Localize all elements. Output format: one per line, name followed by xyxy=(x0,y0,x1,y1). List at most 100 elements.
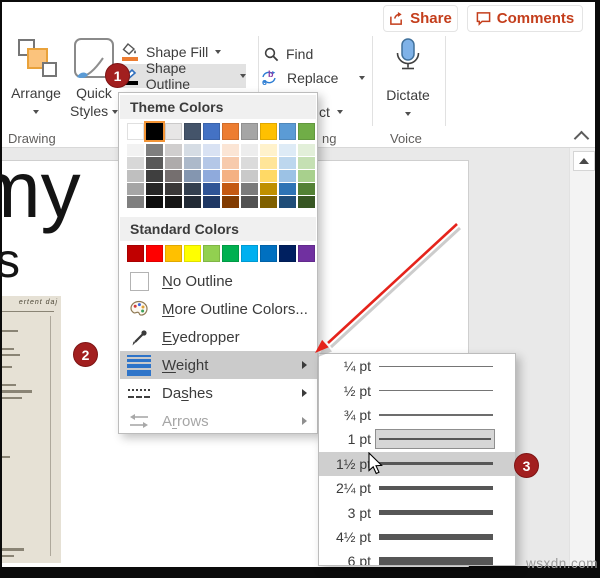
theme-color-variant-swatch[interactable] xyxy=(222,144,239,156)
theme-color-variant-swatch[interactable] xyxy=(279,183,296,195)
theme-color-variant-swatch[interactable] xyxy=(184,144,201,156)
theme-color-variant-swatch[interactable] xyxy=(184,157,201,169)
weight-option-label: ¾ pt xyxy=(343,406,371,423)
theme-color-variant-swatch[interactable] xyxy=(203,157,220,169)
theme-color-swatch[interactable] xyxy=(279,123,296,140)
theme-color-variant-swatch[interactable] xyxy=(203,170,220,182)
theme-color-variant-swatch[interactable] xyxy=(241,144,258,156)
theme-color-variant-swatch[interactable] xyxy=(298,170,315,182)
theme-color-variant-swatch[interactable] xyxy=(127,157,144,169)
theme-color-variant-swatch[interactable] xyxy=(146,170,163,182)
theme-color-variant-swatch[interactable] xyxy=(146,183,163,195)
weight-option[interactable]: ¼ pt xyxy=(319,354,515,378)
standard-color-swatch[interactable] xyxy=(298,245,315,262)
weight-option[interactable]: 3 pt xyxy=(319,500,515,524)
standard-color-swatch[interactable] xyxy=(184,245,201,262)
theme-color-variant-swatch[interactable] xyxy=(260,183,277,195)
weight-option-selected[interactable]: 1 pt xyxy=(319,427,515,451)
arrange-button[interactable]: Arrange xyxy=(6,84,66,120)
theme-color-variant-swatch[interactable] xyxy=(146,144,163,156)
theme-color-variant-swatch[interactable] xyxy=(279,144,296,156)
theme-color-variant-swatch[interactable] xyxy=(146,196,163,208)
theme-color-variant-swatch[interactable] xyxy=(165,144,182,156)
theme-color-variant-swatch[interactable] xyxy=(222,196,239,208)
theme-color-variant-swatch[interactable] xyxy=(127,196,144,208)
theme-color-variant-swatch[interactable] xyxy=(260,196,277,208)
weight-option-hovered[interactable]: 1½ pt xyxy=(319,451,515,476)
theme-color-variant-swatch[interactable] xyxy=(203,196,220,208)
theme-color-variant-swatch[interactable] xyxy=(203,144,220,156)
theme-color-swatch[interactable] xyxy=(203,123,220,140)
theme-color-swatch[interactable] xyxy=(127,123,144,140)
comments-button[interactable]: Comments xyxy=(467,5,583,32)
theme-color-variant-swatch[interactable] xyxy=(279,157,296,169)
theme-color-variant-swatch[interactable] xyxy=(241,157,258,169)
select-button-partial[interactable]: ct xyxy=(319,100,343,124)
standard-color-swatch[interactable] xyxy=(127,245,144,262)
find-button[interactable]: Find xyxy=(264,42,313,66)
theme-color-swatch[interactable] xyxy=(298,123,315,140)
theme-color-variant-swatch[interactable] xyxy=(298,183,315,195)
theme-color-variant-swatch[interactable] xyxy=(184,183,201,195)
theme-color-variant-swatch[interactable] xyxy=(260,157,277,169)
theme-color-variant-swatch[interactable] xyxy=(165,183,182,195)
theme-color-variant-swatch[interactable] xyxy=(222,183,239,195)
theme-color-variant-swatch[interactable] xyxy=(298,157,315,169)
standard-color-swatch[interactable] xyxy=(260,245,277,262)
scroll-up-button[interactable] xyxy=(573,151,595,171)
theme-color-variant-swatch[interactable] xyxy=(241,196,258,208)
weight-option[interactable]: 2¼ pt xyxy=(319,476,515,500)
theme-color-variant-swatch[interactable] xyxy=(260,144,277,156)
theme-color-variant-swatch[interactable] xyxy=(165,170,182,182)
replace-button[interactable]: b c Replace xyxy=(260,66,366,90)
theme-color-swatch[interactable] xyxy=(184,123,201,140)
theme-color-variant-swatch[interactable] xyxy=(222,170,239,182)
weight-option[interactable]: 4½ pt xyxy=(319,525,515,549)
scanned-document-image[interactable]: ertent daj xyxy=(2,296,61,563)
menu-item-more-outline-colors[interactable]: More Outline Colors... xyxy=(120,295,317,323)
theme-color-variant-swatch[interactable] xyxy=(165,196,182,208)
theme-color-variant-swatch[interactable] xyxy=(298,144,315,156)
shape-fill-button[interactable]: Shape Fill xyxy=(122,40,240,64)
theme-color-swatch[interactable] xyxy=(260,123,277,140)
weight-option[interactable]: ¾ pt xyxy=(319,403,515,427)
weight-option[interactable]: 6 pt xyxy=(319,549,515,565)
theme-color-variant-swatch[interactable] xyxy=(298,196,315,208)
standard-color-swatch[interactable] xyxy=(241,245,258,262)
theme-color-variant-swatch[interactable] xyxy=(279,170,296,182)
theme-color-variant-swatch[interactable] xyxy=(127,144,144,156)
standard-color-swatch[interactable] xyxy=(203,245,220,262)
weight-option[interactable]: ½ pt xyxy=(319,378,515,402)
menu-item-eyedropper[interactable]: Eyedropper xyxy=(120,323,317,351)
dictate-button[interactable]: Dictate xyxy=(380,86,436,122)
quick-styles-button[interactable]: Quick Styles xyxy=(62,84,126,120)
theme-color-swatch[interactable] xyxy=(144,121,165,142)
theme-color-swatch[interactable] xyxy=(165,123,182,140)
theme-color-variant-swatch[interactable] xyxy=(279,196,296,208)
menu-item-weight[interactable]: Weight xyxy=(120,351,317,379)
theme-color-variant-swatch[interactable] xyxy=(222,157,239,169)
standard-color-swatch[interactable] xyxy=(165,245,182,262)
standard-color-swatch[interactable] xyxy=(222,245,239,262)
theme-color-variant-swatch[interactable] xyxy=(165,157,182,169)
vertical-scrollbar[interactable] xyxy=(569,148,595,566)
standard-color-swatch[interactable] xyxy=(279,245,296,262)
theme-color-variant-swatch[interactable] xyxy=(241,183,258,195)
shape-outline-button[interactable]: Shape Outline xyxy=(120,60,246,92)
theme-color-variant-swatch[interactable] xyxy=(241,170,258,182)
theme-color-variant-swatch[interactable] xyxy=(184,196,201,208)
theme-color-variant-swatch[interactable] xyxy=(127,170,144,182)
watermark: wsxdn.com xyxy=(526,556,599,571)
theme-color-variant-swatch[interactable] xyxy=(260,170,277,182)
theme-color-variant-swatch[interactable] xyxy=(184,170,201,182)
theme-color-swatch[interactable] xyxy=(222,123,239,140)
share-button[interactable]: Share xyxy=(383,5,458,32)
theme-color-variant-swatch[interactable] xyxy=(127,183,144,195)
menu-item-no-outline[interactable]: No Outline xyxy=(120,267,317,295)
theme-color-variant-swatch[interactable] xyxy=(146,157,163,169)
standard-color-swatch[interactable] xyxy=(146,245,163,262)
menu-item-dashes[interactable]: Dashes xyxy=(120,379,317,407)
ribbon-divider xyxy=(372,36,373,126)
theme-color-swatch[interactable] xyxy=(241,123,258,140)
theme-color-variant-swatch[interactable] xyxy=(203,183,220,195)
